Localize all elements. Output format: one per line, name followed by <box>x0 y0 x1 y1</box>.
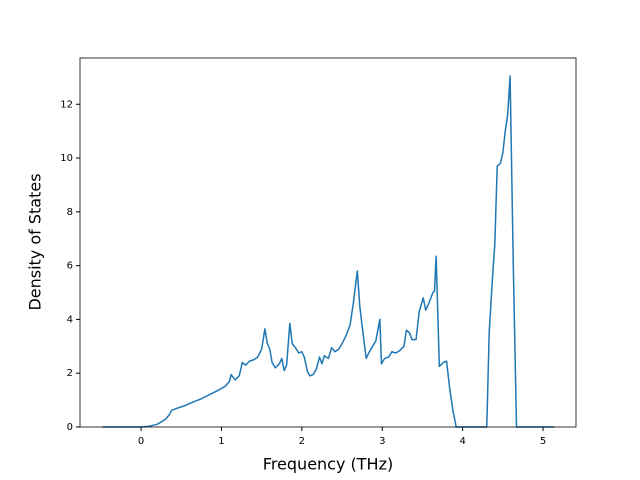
x-tick-label: 1 <box>218 436 224 447</box>
line <box>102 75 555 428</box>
y-tick-label: 12 <box>60 99 73 110</box>
x-tick-label: 2 <box>299 436 305 447</box>
x-axis-label: Frequency (THz) <box>263 455 393 474</box>
x-tick-label: 5 <box>540 436 546 447</box>
y-tick-label: 10 <box>60 153 73 164</box>
y-axis-label: Density of States <box>26 173 45 310</box>
y-tick-label: 0 <box>67 422 73 433</box>
y-tick-label: 2 <box>67 368 73 379</box>
y-tick-label: 6 <box>67 261 73 272</box>
x-tick-label: 3 <box>379 436 385 447</box>
y-tick-label: 4 <box>67 314 73 325</box>
plot-frame <box>79 57 577 428</box>
x-tick-label: 0 <box>138 436 144 447</box>
x-tick-label: 4 <box>459 436 465 447</box>
y-tick-label: 8 <box>67 207 73 218</box>
